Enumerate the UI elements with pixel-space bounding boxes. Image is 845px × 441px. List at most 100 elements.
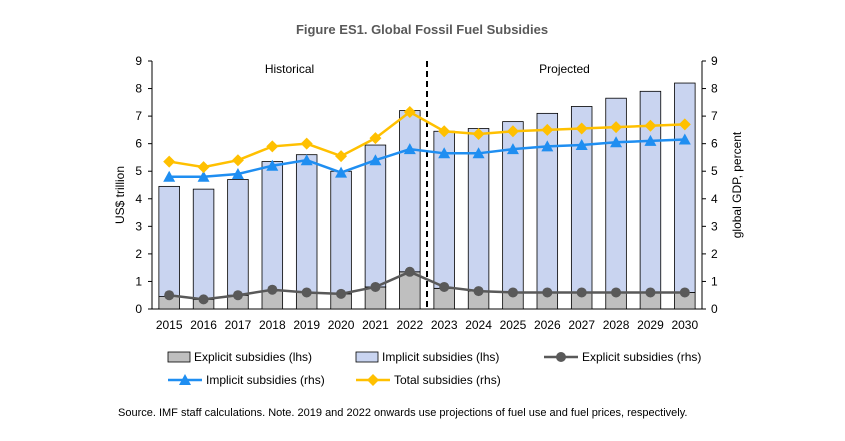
point-total-subsidies-rhs: [403, 105, 416, 118]
legend-item: Explicit subsidies (lhs): [167, 350, 312, 364]
legend-label: Implicit subsidies (lhs): [382, 350, 499, 364]
point-explicit-subsidies-rhs: [611, 287, 622, 298]
point-explicit-subsidies-rhs: [267, 284, 278, 295]
point-implicit-subsidies-rhs: [644, 134, 657, 146]
bar-implicit: [364, 144, 387, 288]
bar-implicit: [261, 161, 284, 292]
legend-item: Implicit subsidies (rhs): [168, 373, 325, 387]
x-tick-label: 2023: [431, 318, 458, 332]
bar-implicit: [330, 170, 352, 295]
y-axis-label-left: US$ trillion: [113, 166, 127, 224]
legend-label: Implicit subsidies (rhs): [206, 373, 325, 387]
x-tick-label: 2025: [500, 318, 527, 332]
y-tick-label-right: 5: [711, 164, 718, 178]
legend-marker: [556, 352, 566, 362]
point-explicit-subsidies-rhs: [232, 290, 243, 301]
point-total-subsidies-rhs: [231, 154, 244, 167]
point-implicit-subsidies-rhs: [335, 166, 348, 178]
x-tick-label: 2026: [534, 318, 561, 332]
x-tick-label: 2029: [637, 318, 664, 332]
y-tick-label-right: 4: [711, 192, 718, 206]
point-implicit-subsidies-rhs: [541, 140, 554, 152]
y-tick-label-left: 3: [135, 219, 142, 233]
x-tick-label: 2022: [396, 318, 423, 332]
x-tick-label: 2015: [156, 318, 183, 332]
point-implicit-subsidies-rhs: [163, 170, 176, 182]
point-explicit-subsidies-rhs: [542, 287, 553, 298]
line-explicit-subsidies-rhs: [169, 270, 685, 301]
point-implicit-subsidies-rhs: [266, 159, 279, 171]
point-total-subsidies-rhs: [266, 140, 279, 153]
point-explicit-subsidies-rhs: [439, 281, 450, 292]
y-tick-label-left: 1: [135, 274, 142, 288]
y-tick-label-left: 5: [135, 164, 142, 178]
point-total-subsidies-rhs: [575, 122, 588, 135]
point-implicit-subsidies-rhs: [231, 167, 244, 179]
region-label-historical: Historical: [265, 62, 314, 76]
bar-implicit: [158, 185, 180, 297]
legend-label: Explicit subsidies (lhs): [194, 350, 312, 364]
region-label-projected: Projected: [539, 62, 590, 76]
line-implicit-subsidies-rhs: [169, 138, 685, 178]
x-tick-label: 2019: [293, 318, 320, 332]
bar-implicit: [399, 110, 421, 273]
y-tick-label-right: 1: [711, 274, 718, 288]
point-total-subsidies-rhs: [678, 118, 691, 131]
x-tick-label: 2017: [225, 318, 252, 332]
point-total-subsidies-rhs: [300, 137, 313, 150]
point-implicit-subsidies-rhs: [438, 147, 451, 159]
source-note: Source. IMF staff calculations. Note. 20…: [118, 407, 687, 419]
point-total-subsidies-rhs: [541, 123, 554, 136]
x-tick-label: 2030: [671, 318, 698, 332]
legend-marker: [367, 374, 379, 386]
point-implicit-subsidies-rhs: [300, 154, 313, 166]
legend-label: Explicit subsidies (rhs): [582, 350, 701, 364]
x-tick-label: 2027: [568, 318, 595, 332]
x-tick-label: 2021: [362, 318, 389, 332]
y-tick-label-right: 3: [711, 219, 718, 233]
legend-swatch: [167, 351, 191, 363]
point-total-subsidies-rhs: [335, 150, 348, 163]
point-implicit-subsidies-rhs: [610, 136, 623, 148]
legend-marker: [179, 374, 191, 385]
bar-implicit: [536, 112, 559, 293]
point-explicit-subsidies-rhs: [679, 287, 690, 298]
point-total-subsidies-rhs: [644, 119, 657, 132]
point-implicit-subsidies-rhs: [472, 147, 485, 159]
point-explicit-subsidies-rhs: [473, 286, 484, 297]
point-implicit-subsidies-rhs: [678, 133, 691, 145]
point-explicit-subsidies-rhs: [370, 281, 381, 292]
legend-item: Total subsidies (rhs): [356, 373, 501, 387]
y-tick-label-left: 0: [135, 302, 142, 316]
bar-implicit: [674, 82, 696, 293]
point-total-subsidies-rhs: [163, 155, 176, 168]
x-tick-label: 2020: [328, 318, 355, 332]
bar-implicit: [192, 188, 215, 300]
bar-explicit: [399, 271, 421, 310]
x-tick-label: 2024: [465, 318, 492, 332]
point-explicit-subsidies-rhs: [301, 287, 312, 298]
y-tick-label-right: 8: [711, 82, 718, 96]
x-tick-label: 2028: [603, 318, 630, 332]
y-tick-label-right: 7: [711, 109, 718, 123]
y-axis-label-right: global GDP, percent: [730, 131, 744, 238]
line-total-subsidies-rhs: [168, 110, 685, 169]
point-explicit-subsidies-rhs: [576, 287, 587, 298]
point-total-subsidies-rhs: [369, 132, 382, 145]
point-explicit-subsidies-rhs: [336, 288, 347, 299]
legend-item: Explicit subsidies (rhs): [544, 350, 701, 364]
legend-item: Implicit subsidies (lhs): [355, 350, 499, 364]
point-total-subsidies-rhs: [472, 128, 485, 141]
point-explicit-subsidies-rhs: [404, 266, 415, 277]
legend: Explicit subsidies (lhs) Implicit subsidi…: [167, 350, 701, 387]
point-implicit-subsidies-rhs: [506, 143, 519, 155]
y-tick-label-left: 6: [135, 137, 142, 151]
point-implicit-subsidies-rhs: [403, 143, 416, 155]
point-total-subsidies-rhs: [610, 121, 623, 134]
point-explicit-subsidies-rhs: [507, 287, 518, 298]
y-tick-label-left: 4: [135, 192, 142, 206]
y-tick-label-left: 2: [135, 247, 142, 261]
point-implicit-subsidies-rhs: [575, 139, 588, 151]
y-tick-label-left: 8: [135, 82, 142, 96]
